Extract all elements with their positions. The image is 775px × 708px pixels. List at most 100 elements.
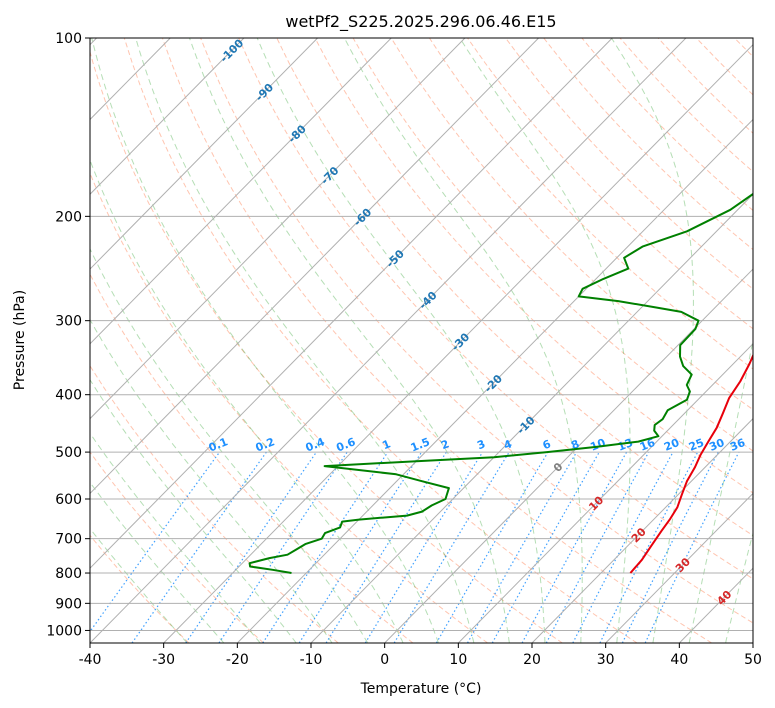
x-tick-label: -30 bbox=[152, 652, 175, 668]
moist-adiabat bbox=[90, 481, 225, 643]
dry-adiabat bbox=[90, 364, 339, 643]
mixing-ratio-line bbox=[298, 451, 423, 643]
moist-adiabat bbox=[91, 38, 439, 643]
x-tick-label: 50 bbox=[744, 652, 762, 668]
isotherm-gridline bbox=[457, 343, 753, 643]
dry-adiabat bbox=[314, 38, 753, 494]
x-axis-label: Temperature (°C) bbox=[360, 681, 482, 697]
mixing-ratio-line bbox=[521, 451, 628, 643]
skewed-isotherm-gridlines bbox=[90, 38, 753, 643]
isotherm-gridline bbox=[163, 43, 753, 643]
x-tick-label: 10 bbox=[449, 652, 467, 668]
dry-adiabat bbox=[657, 38, 753, 134]
mixing-ratio-line bbox=[491, 451, 600, 643]
mixing-ratio-line bbox=[545, 451, 650, 643]
dry-adiabat bbox=[90, 534, 190, 643]
y-tick-label: 400 bbox=[55, 388, 82, 404]
moist-adiabat bbox=[256, 38, 546, 643]
x-tick-label: 20 bbox=[523, 652, 541, 668]
dry-adiabat bbox=[543, 38, 753, 251]
moist-adiabat bbox=[135, 38, 475, 643]
dry-adiabat bbox=[505, 38, 753, 290]
y-tick-label: 700 bbox=[55, 532, 82, 548]
x-tick-label: -10 bbox=[300, 652, 323, 668]
x-tick-label: -20 bbox=[226, 652, 249, 668]
isotherm-gridline bbox=[90, 38, 539, 495]
mixing-ratio-label: 20 bbox=[662, 436, 681, 454]
mixing-ratio-line bbox=[185, 451, 317, 643]
mixing-ratio-line bbox=[393, 451, 510, 643]
isotherm-gridline bbox=[310, 193, 753, 643]
mixing-ratio-line bbox=[218, 451, 348, 643]
moist-adiabat bbox=[189, 38, 510, 643]
moist-adiabat bbox=[611, 38, 694, 643]
isotherm-gridline bbox=[236, 118, 753, 643]
mixing-ratio-label: 36 bbox=[728, 436, 747, 454]
moist-adiabat bbox=[725, 531, 753, 643]
y-tick-label: 100 bbox=[55, 31, 82, 47]
moist-adiabat bbox=[90, 247, 369, 643]
moist-adiabat bbox=[688, 337, 753, 643]
y-tick-label: 300 bbox=[55, 314, 82, 330]
dry-adiabat bbox=[352, 38, 753, 452]
isotherm-gridline bbox=[678, 567, 753, 643]
x-tick-label: 0 bbox=[380, 652, 389, 668]
isotherm-gridline bbox=[90, 38, 245, 195]
moist-adiabat bbox=[90, 432, 261, 643]
mixing-ratio-label: 3 bbox=[475, 437, 487, 452]
x-tick-label: -40 bbox=[79, 652, 102, 668]
mixing-ratio-label: 4 bbox=[502, 437, 514, 452]
chart-title: wetPf2_S225.2025.296.06.46.E15 bbox=[285, 12, 556, 32]
mixing-ratio-line bbox=[325, 451, 447, 643]
mixing-ratio-label: 13 bbox=[616, 436, 635, 454]
mixing-ratio-label: 25 bbox=[687, 436, 706, 454]
dry-adiabat bbox=[90, 171, 488, 643]
y-tick-label: 900 bbox=[55, 596, 82, 612]
dry-adiabat bbox=[200, 38, 753, 624]
isotherm-gridline bbox=[531, 417, 753, 643]
dry-adiabat bbox=[123, 38, 638, 643]
dry-adiabat bbox=[467, 38, 753, 330]
moist-adiabat bbox=[90, 378, 297, 643]
isotherm-gridline bbox=[90, 38, 466, 420]
isotherm-gridline bbox=[605, 492, 753, 643]
plot-frame bbox=[89, 37, 754, 644]
mixing-ratio-line bbox=[262, 451, 389, 643]
dry-adiabat bbox=[734, 38, 753, 58]
sounding-series bbox=[248, 192, 753, 574]
mixing-ratio-label: 10 bbox=[588, 436, 607, 454]
dry-adiabat bbox=[238, 38, 753, 580]
isotherm-gridline bbox=[90, 38, 318, 270]
dry-adiabat bbox=[428, 38, 753, 370]
dry-adiabat bbox=[90, 451, 264, 643]
y-tick-label: 1000 bbox=[46, 623, 82, 639]
y-tick-label: 800 bbox=[55, 566, 82, 582]
mixing-ratio-line bbox=[621, 451, 719, 643]
isotherm-gridline bbox=[90, 38, 613, 569]
y-tick-label: 200 bbox=[55, 209, 82, 225]
dry-adiabats bbox=[90, 38, 753, 643]
x-axis: -40 -30 -20 -10 0 10 20 30 40 50 bbox=[79, 643, 762, 668]
moist-adiabat bbox=[90, 318, 333, 643]
mixing-ratio-label: 8 bbox=[569, 437, 581, 452]
temperature-line bbox=[629, 353, 753, 574]
isotherm-label: -100 bbox=[218, 36, 247, 65]
dry-adiabat bbox=[90, 273, 414, 643]
mixing-ratio-line bbox=[599, 451, 699, 643]
dewpoint-line bbox=[248, 192, 753, 574]
mixing-ratio-lines bbox=[90, 451, 740, 643]
moist-adiabat bbox=[90, 158, 404, 643]
x-tick-label: 30 bbox=[597, 652, 615, 668]
mixing-ratio-line bbox=[364, 451, 484, 643]
mixing-ratio-line bbox=[572, 451, 674, 643]
isotherm-gridline bbox=[752, 642, 753, 643]
dry-adiabat bbox=[276, 38, 753, 537]
dry-adiabat bbox=[581, 38, 753, 212]
isotherm-gridline bbox=[90, 38, 687, 643]
mixing-ratio-label: 1 bbox=[381, 437, 393, 452]
dry-adiabat bbox=[619, 38, 753, 173]
y-axis: 100 200 300 400 500 600 700 800 900 1000 bbox=[46, 31, 90, 639]
dry-adiabat bbox=[161, 38, 712, 643]
x-tick-label: 40 bbox=[670, 652, 688, 668]
